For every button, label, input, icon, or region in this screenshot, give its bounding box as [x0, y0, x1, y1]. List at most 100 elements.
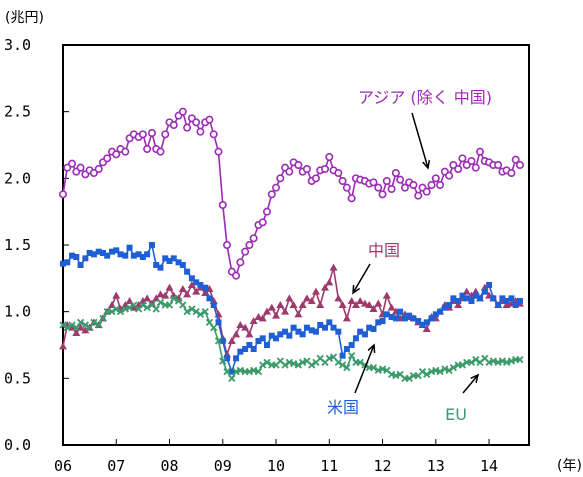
data-point: [467, 358, 476, 366]
data-point: [516, 298, 523, 304]
data-point: [294, 361, 303, 369]
data-point: [343, 346, 350, 352]
data-point: [161, 291, 170, 299]
data-point: [103, 154, 112, 163]
data-point: [467, 157, 476, 166]
data-point: [73, 254, 80, 260]
data-point: [68, 321, 76, 329]
data-point: [201, 308, 209, 316]
data-point: [365, 301, 374, 308]
data-point: [104, 252, 111, 259]
data-point: [348, 352, 356, 360]
data-point: [405, 374, 413, 382]
data-point: [121, 147, 130, 156]
data-point: [113, 247, 120, 254]
data-point: [463, 295, 470, 302]
data-point: [396, 175, 405, 184]
data-point: [446, 302, 453, 308]
data-point: [339, 352, 346, 359]
data-point: [272, 311, 281, 319]
data-point: [139, 254, 146, 260]
y-tick-label: 0.5: [4, 369, 31, 387]
annotation-label: アジア (除く 中国): [358, 88, 492, 107]
data-point: [312, 328, 319, 335]
data-point: [458, 154, 467, 163]
data-point: [374, 299, 383, 307]
data-point: [383, 311, 390, 318]
data-point: [422, 187, 431, 196]
y-tick-label: 2.5: [4, 103, 31, 121]
annotation-arrow: [462, 374, 479, 394]
x-axis: 06 07 08 09 10 11 12 13 14: [54, 439, 498, 475]
data-point: [511, 155, 520, 164]
data-point: [321, 165, 330, 174]
annotation-arrowhead: [470, 373, 480, 383]
data-point: [356, 358, 364, 366]
data-point: [125, 304, 134, 312]
data-point: [387, 303, 396, 311]
x-tick-label: 09: [214, 457, 232, 475]
data-point: [409, 181, 418, 190]
data-point: [276, 301, 285, 308]
data-point: [342, 183, 351, 192]
data-point: [90, 318, 98, 326]
data-point: [352, 335, 359, 342]
data-point: [126, 244, 133, 251]
data-point: [481, 288, 488, 295]
data-point: [436, 368, 444, 376]
data-point: [512, 302, 519, 308]
data-point: [392, 315, 399, 322]
data-point: [369, 305, 378, 312]
data-point: [210, 302, 217, 308]
data-point: [209, 130, 218, 139]
data-point: [357, 328, 364, 335]
x-tick-label: 08: [160, 457, 178, 475]
data-point: [166, 258, 173, 264]
data-point: [317, 322, 324, 328]
data-point: [58, 190, 67, 199]
data-point: [303, 324, 310, 331]
data-point: [236, 366, 244, 374]
data-point: [502, 358, 511, 366]
data-point: [299, 331, 306, 338]
data-point: [307, 297, 316, 304]
y-tick-label: 0.0: [4, 436, 31, 454]
data-point: [423, 370, 431, 378]
data-point: [241, 247, 250, 256]
data-point: [334, 169, 343, 178]
data-point: [258, 314, 267, 322]
data-point: [254, 368, 263, 376]
annotation-arrow: [352, 263, 371, 294]
data-point: [196, 310, 205, 318]
data-point: [188, 305, 196, 313]
data-point: [219, 338, 226, 344]
data-point: [410, 315, 417, 322]
data-point: [515, 161, 524, 170]
annotation-arrowhead: [367, 343, 376, 354]
data-point: [471, 163, 480, 172]
data-point: [289, 301, 298, 308]
data-point: [122, 252, 129, 259]
data-point: [499, 295, 506, 302]
data-point: [325, 153, 334, 162]
data-point: [228, 374, 236, 382]
data-point: [428, 315, 435, 322]
data-point: [108, 308, 116, 316]
data-point: [450, 295, 457, 302]
data-point: [423, 319, 430, 326]
data-point: [259, 335, 266, 342]
data-point: [214, 147, 223, 156]
data-point: [388, 314, 395, 320]
data-point: [77, 262, 84, 268]
data-point: [205, 115, 214, 124]
data-point: [192, 118, 201, 127]
data-point: [472, 292, 479, 299]
data-point: [219, 357, 227, 365]
plot-area: [62, 44, 530, 446]
data-point: [382, 177, 391, 186]
data-point: [282, 328, 289, 335]
data-point: [183, 290, 192, 298]
data-point: [135, 251, 142, 258]
y-tick-label: 1.5: [4, 236, 31, 254]
